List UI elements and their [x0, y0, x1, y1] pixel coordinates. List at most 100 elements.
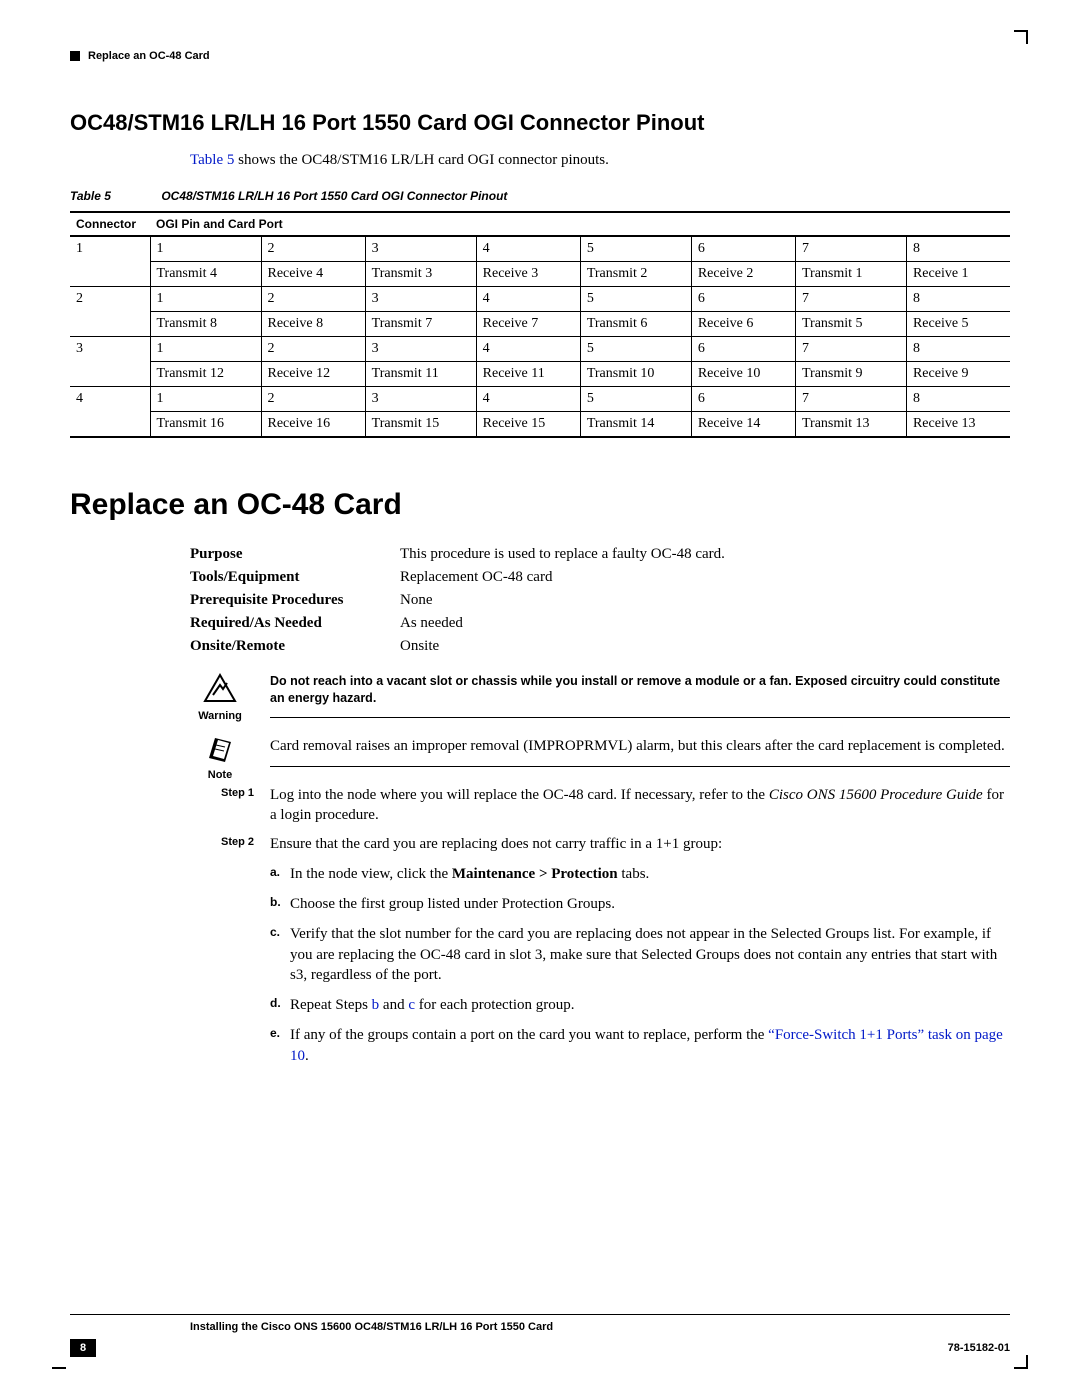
warning-icon-col: Warning: [190, 673, 250, 722]
sub-text: Choose the first group listed under Prot…: [290, 894, 1010, 914]
port-cell: Transmit 2: [580, 262, 691, 287]
pin-cell: 8: [906, 337, 1010, 362]
pin-cell: 7: [795, 236, 906, 262]
pin-cell: 2: [261, 337, 365, 362]
header-square: [70, 51, 80, 61]
intro-text: shows the OC48/STM16 LR/LH card OGI conn…: [234, 152, 609, 168]
meta-val: None: [400, 592, 433, 609]
step-label: Step 2: [190, 836, 254, 848]
port-cell: Transmit 1: [795, 262, 906, 287]
warning-text: Do not reach into a vacant slot or chass…: [270, 673, 1010, 707]
list-item: d. Repeat Steps b and c for each protect…: [270, 995, 1010, 1015]
table-row: 112345678: [70, 236, 1010, 262]
pin-cell: 7: [795, 337, 906, 362]
port-cell: Transmit 9: [795, 362, 906, 387]
step-text: Log into the node where you will replace…: [270, 785, 1010, 826]
sub-text: In the node view, click the Maintenance …: [290, 864, 1010, 884]
port-cell: Transmit 15: [365, 412, 476, 438]
port-cell: Receive 8: [261, 312, 365, 337]
pin-cell: 5: [580, 236, 691, 262]
pin-cell: 4: [476, 337, 580, 362]
note-rule: [270, 766, 1010, 767]
port-cell: Receive 9: [906, 362, 1010, 387]
warning-rule: [270, 717, 1010, 718]
step-2: Step 2 Ensure that the card you are repl…: [70, 834, 1010, 1066]
pin-cell: 5: [580, 287, 691, 312]
port-cell: Transmit 13: [795, 412, 906, 438]
port-cell: Transmit 10: [580, 362, 691, 387]
sub-a-pre: In the node view, click the: [290, 866, 452, 882]
table-row: Transmit 16Receive 16Transmit 15Receive …: [70, 412, 1010, 438]
port-cell: Receive 1: [906, 262, 1010, 287]
connector-cell: 4: [70, 387, 150, 438]
note-label: Note: [190, 769, 250, 781]
sub-a-post: tabs.: [618, 866, 650, 882]
sub-heading: OC48/STM16 LR/LH 16 Port 1550 Card OGI C…: [70, 110, 1010, 136]
sub-text: Repeat Steps b and c for each protection…: [290, 995, 1010, 1015]
pin-cell: 6: [691, 236, 795, 262]
table-header-row: Connector OGI Pin and Card Port: [70, 212, 1010, 236]
pin-cell: 1: [150, 337, 261, 362]
procedure-meta: PurposeThis procedure is used to replace…: [190, 546, 1010, 655]
port-cell: Receive 12: [261, 362, 365, 387]
sub-letter: e.: [270, 1025, 290, 1066]
sub-e-post: .: [305, 1048, 309, 1064]
pinout-table: Connector OGI Pin and Card Port 11234567…: [70, 211, 1010, 438]
pin-cell: 3: [365, 236, 476, 262]
pin-cell: 8: [906, 387, 1010, 412]
pin-cell: 6: [691, 387, 795, 412]
running-header: Replace an OC-48 Card: [70, 50, 1010, 62]
step1-a: Log into the node where you will replace…: [270, 787, 769, 803]
meta-val: Replacement OC-48 card: [400, 569, 552, 586]
warning-icon: [203, 673, 237, 703]
pin-cell: 5: [580, 387, 691, 412]
connector-cell: 1: [70, 236, 150, 287]
table-row: 312345678: [70, 337, 1010, 362]
pin-cell: 8: [906, 287, 1010, 312]
port-cell: Transmit 4: [150, 262, 261, 287]
port-cell: Transmit 5: [795, 312, 906, 337]
meta-key: Required/As Needed: [190, 615, 400, 632]
sub-letter: d.: [270, 995, 290, 1015]
pin-cell: 7: [795, 287, 906, 312]
port-cell: Receive 13: [906, 412, 1010, 438]
meta-val: As needed: [400, 615, 463, 632]
pin-cell: 2: [261, 236, 365, 262]
table-caption-text: OC48/STM16 LR/LH 16 Port 1550 Card OGI C…: [161, 189, 507, 203]
meta-val: This procedure is used to replace a faul…: [400, 546, 725, 563]
step-ref-link[interactable]: c: [408, 997, 415, 1013]
table-ref-link[interactable]: Table 5: [190, 152, 234, 168]
page-number: 8: [70, 1339, 96, 1357]
meta-key: Onsite/Remote: [190, 638, 400, 655]
doc-number: 78-15182-01: [948, 1342, 1010, 1354]
header-title: Replace an OC-48 Card: [88, 50, 210, 62]
pin-cell: 3: [365, 387, 476, 412]
sub-d-pre: Repeat Steps: [290, 997, 372, 1013]
sub-text: If any of the groups contain a port on t…: [290, 1025, 1010, 1066]
table-caption-num: Table 5: [70, 189, 158, 203]
corner-mark: [1026, 1355, 1028, 1369]
port-cell: Transmit 16: [150, 412, 261, 438]
pin-cell: 5: [580, 337, 691, 362]
th-connector: Connector: [70, 212, 150, 236]
pin-cell: 1: [150, 236, 261, 262]
table-caption: Table 5 OC48/STM16 LR/LH 16 Port 1550 Ca…: [70, 189, 1010, 203]
connector-cell: 2: [70, 287, 150, 337]
pin-cell: 2: [261, 287, 365, 312]
table-row: 212345678: [70, 287, 1010, 312]
table-row: Transmit 8Receive 8Transmit 7Receive 7Tr…: [70, 312, 1010, 337]
table-row: 412345678: [70, 387, 1010, 412]
port-cell: Receive 3: [476, 262, 580, 287]
port-cell: Receive 5: [906, 312, 1010, 337]
port-cell: Receive 4: [261, 262, 365, 287]
note-icon-col: Note: [190, 736, 250, 781]
warning-block: Warning Do not reach into a vacant slot …: [70, 673, 1010, 718]
pin-cell: 1: [150, 287, 261, 312]
table-row: Transmit 12Receive 12Transmit 11Receive …: [70, 362, 1010, 387]
pin-cell: 6: [691, 337, 795, 362]
sub-d-mid: and: [379, 997, 408, 1013]
list-item: c. Verify that the slot number for the c…: [270, 924, 1010, 985]
meta-key: Prerequisite Procedures: [190, 592, 400, 609]
sub-e-pre: If any of the groups contain a port on t…: [290, 1027, 768, 1043]
note-text: Card removal raises an improper removal …: [270, 736, 1010, 756]
